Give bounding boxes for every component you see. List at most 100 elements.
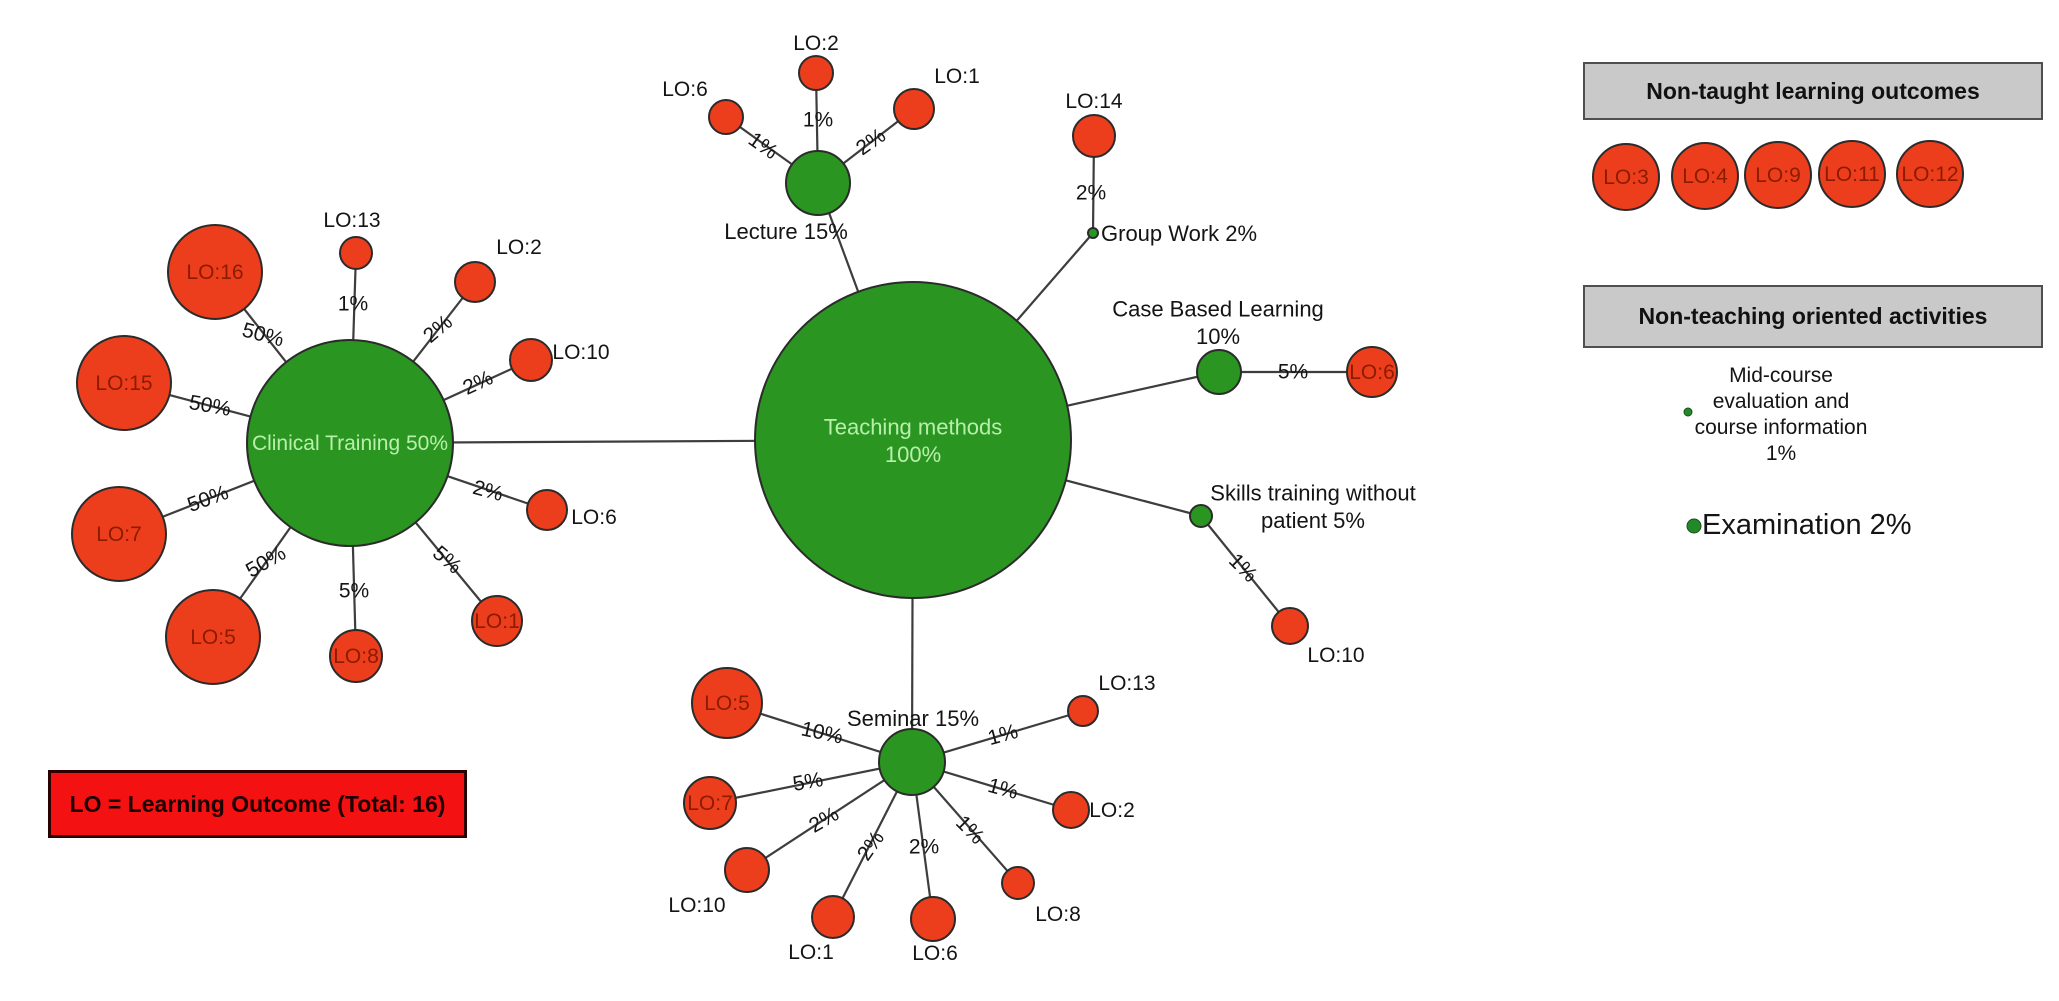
node-c16 — [167, 224, 263, 320]
label-l2: LO:2 — [793, 32, 839, 55]
label-p4: LO:4 — [1682, 165, 1728, 188]
activity-dot-0 — [1683, 407, 1693, 417]
edge-label-skills-s10: 1% — [1224, 549, 1262, 587]
label-c16: LO:16 — [186, 261, 243, 284]
node-l6 — [708, 99, 744, 135]
mid-course-activity-label: Mid-course evaluation and course informa… — [1694, 364, 1868, 465]
label-m5: LO:5 — [704, 692, 750, 715]
label-l6: LO:6 — [662, 78, 708, 101]
edge-label-clinical-c13: 1% — [338, 293, 368, 316]
node-clinical — [246, 339, 454, 547]
label-c10: LO:10 — [552, 341, 609, 364]
label-c8: LO:8 — [333, 645, 379, 668]
label-c15: LO:15 — [95, 372, 152, 395]
non-taught-header: Non-taught learning outcomes — [1583, 62, 2043, 120]
node-lecture — [785, 150, 851, 216]
label-p11: LO:11 — [1824, 163, 1880, 186]
node-p4 — [1671, 142, 1739, 210]
label-c2: LO:2 — [496, 236, 542, 259]
node-groupwork — [1087, 227, 1099, 239]
node-c13 — [339, 236, 373, 270]
label-m8: LO:8 — [1035, 903, 1081, 926]
node-p9 — [1744, 141, 1812, 209]
node-skills — [1189, 504, 1213, 528]
label-c5: LO:5 — [190, 626, 236, 649]
node-c1 — [471, 595, 523, 647]
edge-label-seminar-m13: 1% — [985, 720, 1020, 750]
label-m1: LO:1 — [788, 941, 834, 964]
label-cb6: LO:6 — [1349, 361, 1395, 384]
edge-label-cbl-cb6: 5% — [1278, 361, 1308, 384]
node-c10 — [509, 338, 553, 382]
node-m5 — [691, 667, 763, 739]
label-m2: LO:2 — [1089, 799, 1135, 822]
node-m2 — [1052, 791, 1090, 829]
edge-seminar-m7 — [709, 760, 913, 805]
label-l1: LO:1 — [934, 65, 980, 88]
label-m6: LO:6 — [912, 942, 958, 965]
label-c7: LO:7 — [96, 523, 142, 546]
node-cbl — [1196, 349, 1242, 395]
label-p3: LO:3 — [1603, 166, 1649, 189]
edge-label-clinical-c8: 5% — [339, 580, 369, 603]
label-cbl: Case Based Learning 10% — [1112, 296, 1324, 349]
node-p12 — [1896, 140, 1964, 208]
label-teaching: Teaching methods 100% — [824, 414, 1003, 467]
node-m10 — [724, 847, 770, 893]
node-l2 — [798, 55, 834, 91]
edge-label-clinical-c15: 50% — [187, 391, 232, 421]
label-m13: LO:13 — [1098, 672, 1155, 695]
label-m10: LO:10 — [668, 894, 725, 917]
edge-label-seminar-m7: 5% — [791, 768, 825, 796]
label-c1: LO:1 — [474, 610, 520, 633]
node-m13 — [1067, 695, 1099, 727]
edge-label-clinical-c5: 50% — [242, 542, 290, 583]
node-m6 — [910, 896, 956, 942]
edge-label-clinical-c16: 50% — [240, 318, 287, 351]
edge-label-clinical-c7: 50% — [184, 481, 231, 517]
node-m1 — [811, 895, 855, 939]
node-c5 — [165, 589, 261, 685]
edge-label-seminar-m1: 2% — [853, 827, 889, 865]
activity-dot-1 — [1686, 518, 1702, 534]
edge-label-lecture-l1: 2% — [852, 124, 890, 160]
node-s10 — [1271, 607, 1309, 645]
legend-text: LO = Learning Outcome (Total: 16) — [69, 790, 446, 817]
edge-label-clinical-c6: 2% — [470, 476, 505, 506]
edge-label-seminar-m2: 1% — [985, 774, 1020, 804]
node-p3 — [1592, 143, 1660, 211]
node-c15 — [76, 335, 172, 431]
node-cb6 — [1346, 346, 1398, 398]
node-g14 — [1072, 114, 1116, 158]
label-seminar: Seminar 15% — [847, 706, 979, 731]
edge-label-clinical-c2: 2% — [419, 310, 457, 347]
edge-label-seminar-m6: 2% — [909, 836, 939, 859]
label-clinical: Clinical Training 50% — [252, 432, 448, 455]
node-c7 — [71, 486, 167, 582]
non-taught-header-label: Non-taught learning outcomes — [1646, 77, 1980, 104]
label-lecture: Lecture 15% — [724, 219, 848, 244]
node-teaching — [754, 281, 1072, 599]
label-m7: LO:7 — [687, 792, 733, 815]
node-c8 — [329, 629, 383, 683]
label-g14: LO:14 — [1065, 90, 1123, 113]
label-p9: LO:9 — [1755, 164, 1801, 187]
edge-label-clinical-c1: 5% — [428, 541, 466, 578]
label-c13: LO:13 — [323, 209, 380, 232]
node-m8 — [1001, 866, 1035, 900]
label-c6: LO:6 — [571, 506, 617, 529]
edge-label-seminar-m5: 10% — [799, 717, 845, 748]
edge-label-lecture-l2: 1% — [803, 109, 833, 132]
edge-label-clinical-c10: 2% — [459, 366, 496, 400]
edge-label-groupwork-g14: 2% — [1076, 182, 1106, 205]
node-p11 — [1818, 140, 1886, 208]
non-teaching-header: Non-teaching oriented activities — [1583, 285, 2043, 348]
node-c6 — [526, 489, 568, 531]
node-m7 — [683, 776, 737, 830]
examination-activity-label: Examination 2% — [1702, 509, 1912, 541]
label-skills: Skills training without patient 5% — [1210, 480, 1415, 533]
node-l1 — [893, 88, 935, 130]
label-s10: LO:10 — [1307, 644, 1364, 667]
